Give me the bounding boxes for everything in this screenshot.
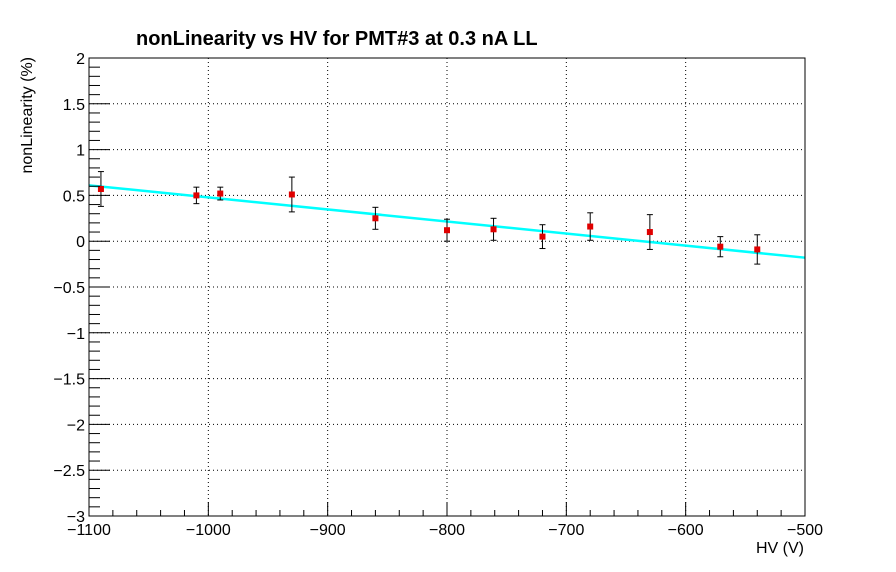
data-point <box>646 229 653 236</box>
data-point <box>372 215 379 222</box>
chart-title: nonLinearity vs HV for PMT#3 at 0.3 nA L… <box>136 28 538 50</box>
data-point <box>490 226 497 233</box>
x-axis-ticks: −1100 −1000 −900 −800 −700 −600 −500 <box>67 502 823 539</box>
data-points <box>97 185 761 253</box>
x-tick-label: −800 <box>429 522 465 539</box>
y-tick-label: 2 <box>76 51 85 68</box>
y-tick-label: −0.5 <box>53 280 85 297</box>
x-tick-label: −900 <box>310 522 346 539</box>
y-tick-label: −2.5 <box>53 463 85 480</box>
x-tick-label: −1100 <box>67 522 111 539</box>
data-point <box>97 185 104 192</box>
y-tick-label: −1.5 <box>53 372 85 389</box>
y-tick-label: −2 <box>67 417 85 434</box>
data-point <box>288 191 295 198</box>
y-axis-label: nonLinearity (%) <box>19 57 36 174</box>
y-axis-ticks: 2 1.5 1 0.5 0 −0.5 −1 −1.5 −2 −2.5 −3 <box>53 51 110 526</box>
y-tick-label: −1 <box>67 326 85 343</box>
y-tick-label: −3 <box>67 509 85 526</box>
data-point <box>444 227 450 234</box>
data-point <box>193 192 200 199</box>
data-point <box>539 233 546 240</box>
x-axis-label: HV (V) <box>756 540 804 557</box>
y-tick-label: 1.5 <box>63 97 85 114</box>
data-point <box>217 190 224 197</box>
y-tick-label: 1 <box>76 143 85 160</box>
x-tick-label: −600 <box>668 522 704 539</box>
y-tick-label: 0 <box>76 234 85 251</box>
data-point <box>754 246 761 253</box>
data-point <box>587 223 594 230</box>
grid <box>89 58 805 516</box>
x-tick-label: −500 <box>787 522 823 539</box>
y-tick-label: 0.5 <box>63 188 85 205</box>
x-tick-label: −700 <box>548 522 584 539</box>
x-tick-label: −1000 <box>186 522 231 539</box>
data-point <box>717 243 724 250</box>
